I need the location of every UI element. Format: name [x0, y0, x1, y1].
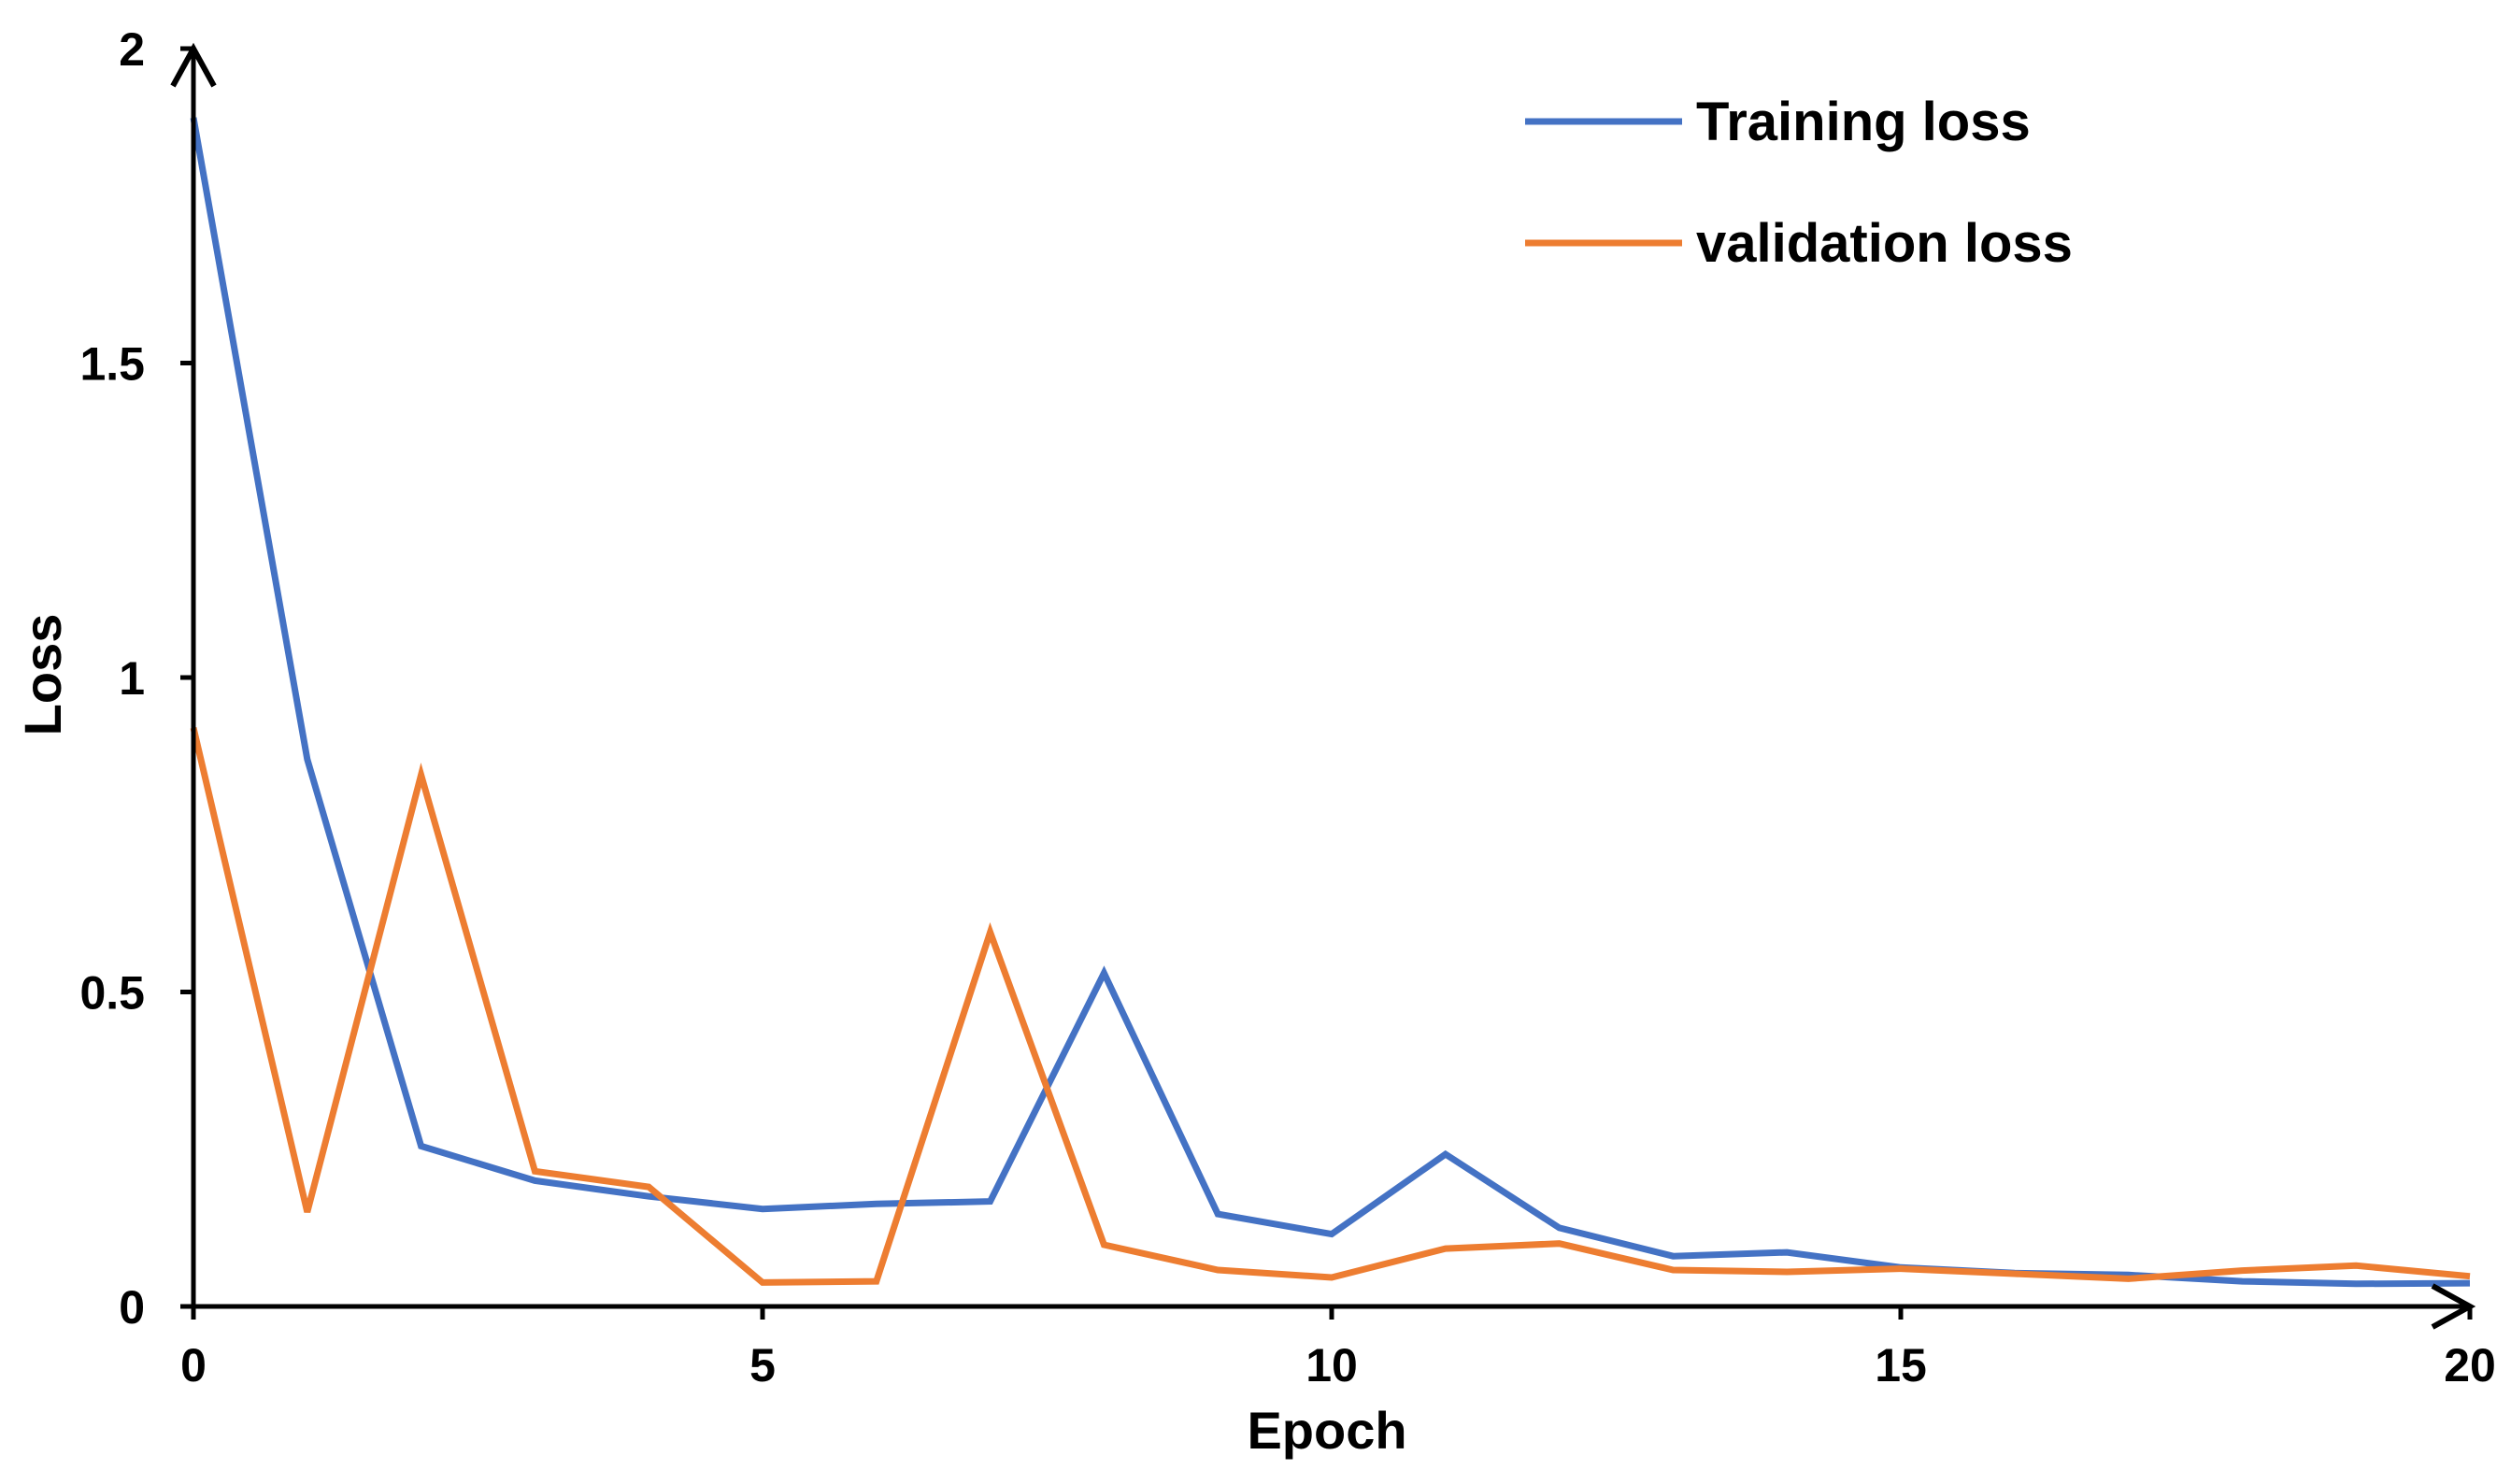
x-axis-ticks: 0 5 10 15 20: [180, 1306, 2496, 1391]
y-tick-label: 0: [119, 1281, 145, 1334]
y-tick-label: 1: [119, 652, 145, 705]
x-axis-title: Epoch: [1247, 1401, 1406, 1460]
series-layer: [190, 117, 2471, 1288]
y-axis-title: Loss: [13, 614, 72, 736]
x-tick-label: 10: [1305, 1339, 1358, 1391]
y-axis-ticks: 0 0.5 1 1.5 2: [79, 23, 193, 1334]
y-tick-label: 1.5: [79, 338, 145, 391]
x-tick-label: 5: [749, 1339, 776, 1391]
x-tick-label: 0: [180, 1339, 207, 1391]
x-tick-label: 20: [2444, 1339, 2496, 1391]
x-tick-label: 15: [1875, 1339, 1927, 1391]
legend: Training loss validation loss: [1525, 92, 2073, 274]
series-line-validation-loss: [190, 726, 2471, 1286]
series-line-training-loss: [190, 117, 2471, 1288]
legend-label-training-loss: Training loss: [1696, 92, 2031, 152]
y-tick-label: 2: [119, 23, 145, 76]
legend-label-validation-loss: validation loss: [1696, 213, 2073, 274]
y-tick-label: 0.5: [79, 967, 145, 1020]
